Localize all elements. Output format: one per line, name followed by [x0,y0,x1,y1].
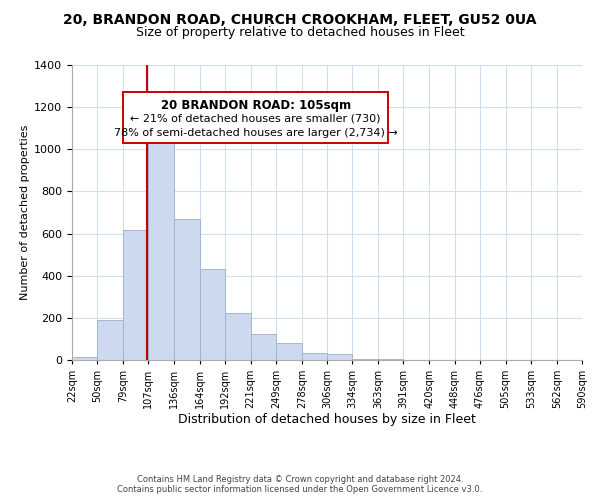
Bar [327,354,352,360]
Text: ← 21% of detached houses are smaller (730): ← 21% of detached houses are smaller (73… [130,114,381,124]
Bar [224,312,251,360]
Bar [302,352,327,360]
Text: Size of property relative to detached houses in Fleet: Size of property relative to detached ho… [136,26,464,39]
Bar [72,357,97,360]
Bar [352,359,378,360]
Bar [276,343,302,360]
Text: Contains HM Land Registry data © Crown copyright and database right 2024.
Contai: Contains HM Land Registry data © Crown c… [118,474,482,494]
Bar [175,219,199,360]
Bar [148,127,175,360]
Bar [199,270,224,360]
Bar [97,320,123,360]
FancyBboxPatch shape [123,92,388,143]
Bar [251,334,276,360]
Y-axis label: Number of detached properties: Number of detached properties [20,125,30,300]
Bar [123,230,148,360]
Bar [378,359,403,360]
Text: 78% of semi-detached houses are larger (2,734) →: 78% of semi-detached houses are larger (… [114,128,397,138]
Text: 20, BRANDON ROAD, CHURCH CROOKHAM, FLEET, GU52 0UA: 20, BRANDON ROAD, CHURCH CROOKHAM, FLEET… [63,12,537,26]
Text: 20 BRANDON ROAD: 105sqm: 20 BRANDON ROAD: 105sqm [161,99,350,112]
X-axis label: Distribution of detached houses by size in Fleet: Distribution of detached houses by size … [178,412,476,426]
